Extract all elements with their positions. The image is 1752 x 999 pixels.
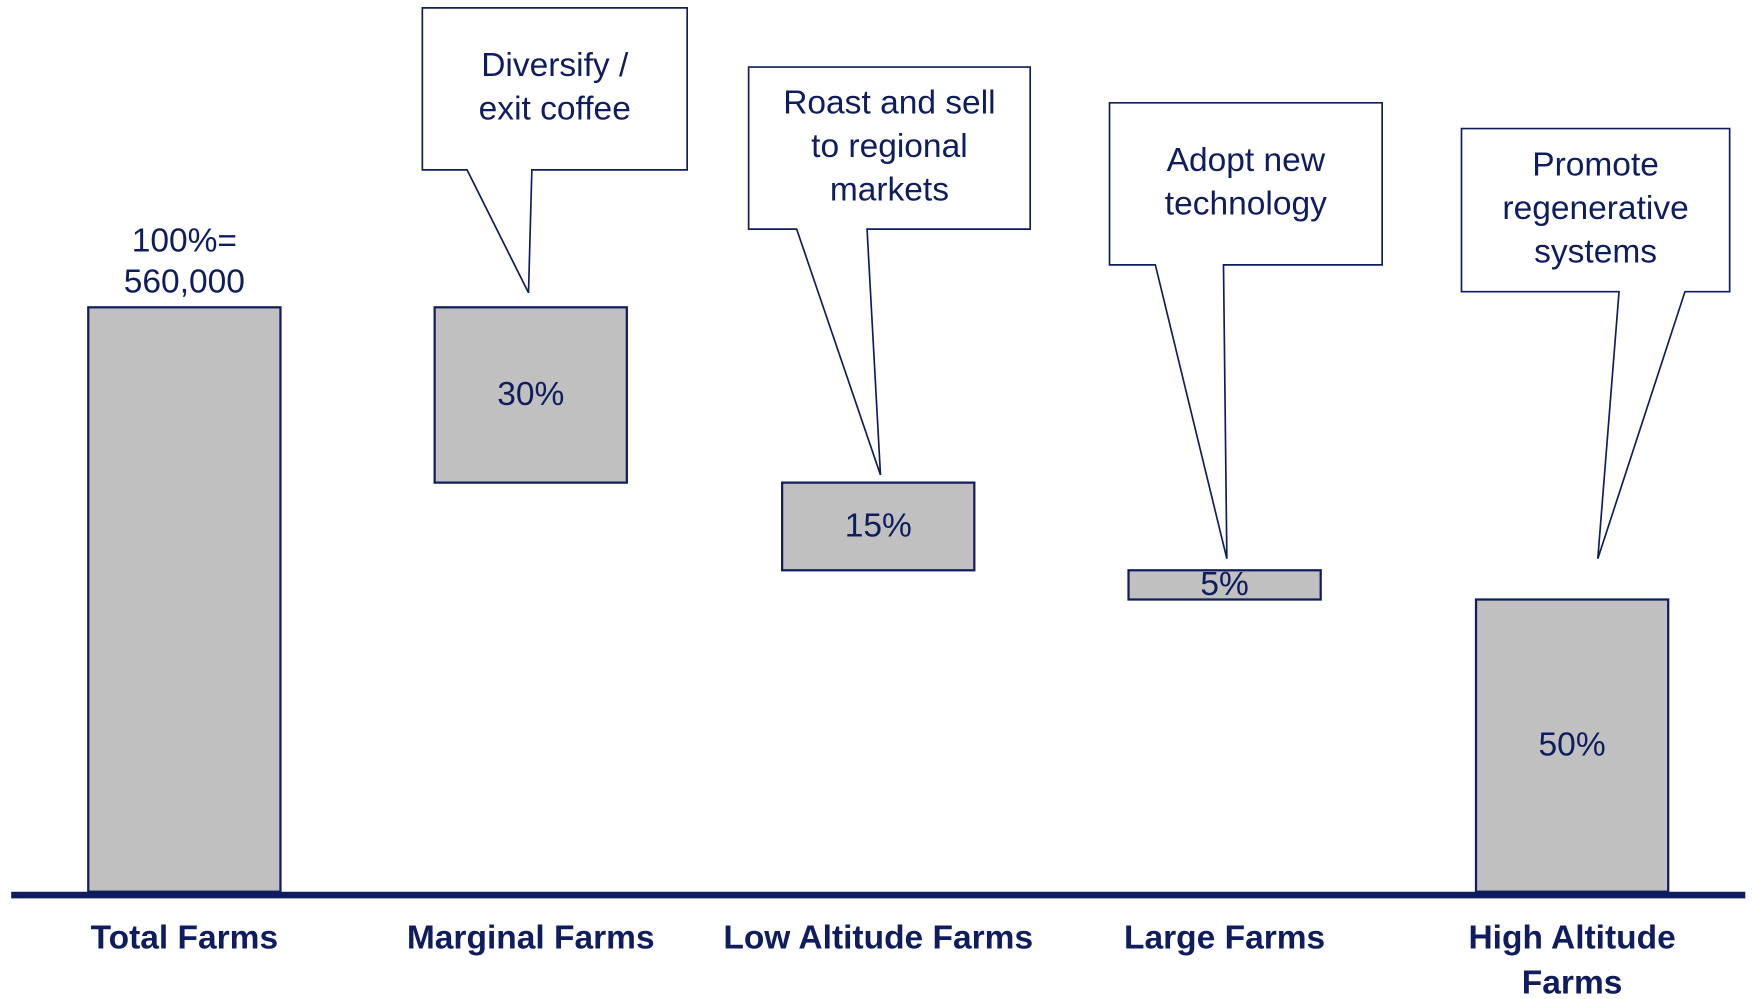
- value-label: 100%=: [132, 222, 237, 259]
- callout-text: systems: [1534, 234, 1657, 271]
- bar: [1474, 598, 1670, 893]
- category-label: High Altitude Farms: [1468, 919, 1676, 999]
- callout-text: Promote: [1532, 146, 1659, 183]
- category-label-box: Total Farms: [90, 919, 279, 957]
- total-label: 560,000: [124, 264, 245, 301]
- callout-text: Diversify /: [481, 47, 629, 84]
- callout-text: to regional: [811, 128, 968, 165]
- category-label-box: Large Farms: [1123, 919, 1326, 957]
- callout-text: Roast and sell: [783, 84, 995, 121]
- category-label: Total Farms: [90, 919, 279, 957]
- callout-text: exit coffee: [479, 91, 631, 128]
- category-label-box: Marginal Farms: [406, 919, 655, 957]
- callout: [421, 7, 689, 294]
- callout: [1108, 102, 1383, 559]
- category-label: Low Altitude Farms: [723, 919, 1034, 957]
- bar: [87, 306, 282, 893]
- callout-text: regenerative: [1502, 190, 1688, 227]
- callout: [747, 66, 1032, 476]
- callout-text: technology: [1165, 185, 1327, 222]
- category-label: Marginal Farms: [406, 919, 655, 957]
- bar: [433, 306, 628, 484]
- bar: [1127, 569, 1322, 601]
- value-label: 15%: [845, 507, 912, 544]
- value-label: 5%: [1200, 566, 1248, 603]
- callout-text: markets: [830, 172, 949, 209]
- category-label-box: High Altitude Farms: [1468, 919, 1676, 999]
- category-label: Large Farms: [1123, 919, 1326, 957]
- value-label: 30%: [497, 376, 564, 413]
- category-label-box: Low Altitude Farms: [723, 919, 1034, 957]
- bar: [781, 481, 976, 572]
- value-label: 50%: [1539, 727, 1606, 764]
- callout: [1460, 127, 1731, 559]
- callout-text: Adopt new: [1167, 142, 1326, 179]
